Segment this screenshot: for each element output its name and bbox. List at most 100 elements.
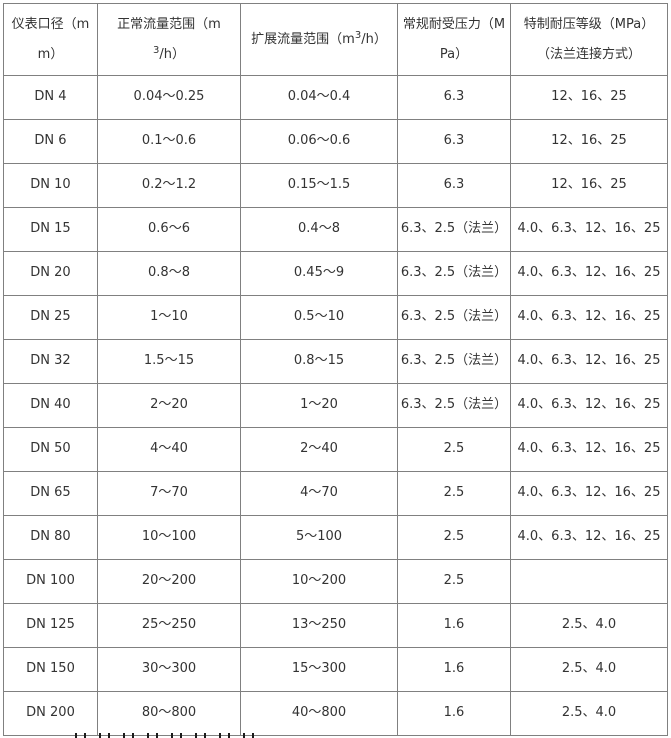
table-row: DN 20 0.8～8 0.45～9 6.3、2.5（法兰） 4.0、6.3、12、16… [3,251,668,296]
table-cell: 0.06～0.6 [240,119,398,164]
table-cell: 4.0、6.3、12、16、25 [510,427,668,472]
table-row: DN 200 80～800 40～800 1.6 2.5、4.0 [3,691,668,736]
table-cell: DN 200 [3,691,98,736]
table-cell: 1.5～15 [97,339,241,384]
table-cell: DN 32 [3,339,98,384]
header-extended-flow-prefix: 扩展流量范围（m [251,31,355,47]
header-pressure-rating: 常规耐受压力（MPa） [397,3,511,76]
table-cell: 0.2～1.2 [97,163,241,208]
table-cell: DN 15 [3,207,98,252]
header-normal-flow-prefix: 正常流量范围（m [117,16,221,32]
table-cell [510,559,668,604]
table-cell: 0.04～0.4 [240,75,398,120]
table-row: DN 125 25～250 13～250 1.6 2.5、4.0 [3,603,668,648]
table-cell: 0.8～8 [97,251,241,296]
table-cell: 12、16、25 [510,163,668,208]
table-cell: 4.0、6.3、12、16、25 [510,471,668,516]
header-normal-flow-range: 正常流量范围（m 3/h） [97,3,241,76]
table-cell: 0.4～8 [240,207,398,252]
table-cell: 2～40 [240,427,398,472]
table-cell: 30～300 [97,647,241,692]
header-normal-flow-suffix: /h） [159,46,185,62]
header-extended-flow-range: 扩展流量范围（m3/h） [240,3,398,76]
table-cell: 6.3、2.5（法兰） [397,339,511,384]
table-cell: 1～20 [240,383,398,428]
table-cell: 6.3 [397,163,511,208]
table-cell: 6.3 [397,119,511,164]
header-row: 仪表口径（mm） 正常流量范围（m3/h） 扩展流量范围（m3/h） 常规耐受压… [3,3,668,76]
table-cell: DN 4 [3,75,98,120]
table-cell: 2.5、4.0 [510,647,668,692]
table-cell: 1～10 [97,295,241,340]
table-cell: 4～70 [240,471,398,516]
table-cell: DN 40 [3,383,98,428]
table-cell: 0.1～0.6 [97,119,241,164]
table-cell: 40～800 [240,691,398,736]
table-cell: 2.5 [397,515,511,560]
table-row: DN 4 0.04～0.25 0.04～0.4 6.3 12、16、25 [3,75,668,120]
table-cell: 4.0、6.3、12、16、25 [510,383,668,428]
flowmeter-spec-table: 仪表口径（mm） 正常流量范围（m3/h） 扩展流量范围（m3/h） 常规耐受压… [3,3,668,736]
table-row: DN 50 4～40 2～40 2.5 4.0、6.3、12、16、25 [3,427,668,472]
table-cell: DN 100 [3,559,98,604]
header-diameter: 仪表口径（mm） [3,3,98,76]
table-cell: DN 65 [3,471,98,516]
table-cell: 4～40 [97,427,241,472]
table-cell: 12、16、25 [510,75,668,120]
table-cell: 1.6 [397,603,511,648]
table-cell: 13～250 [240,603,398,648]
table-cell: 5～100 [240,515,398,560]
table-cell: 0.15～1.5 [240,163,398,208]
table-cell: DN 150 [3,647,98,692]
table-cell: 4.0、6.3、12、16、25 [510,207,668,252]
table-cell: DN 25 [3,295,98,340]
table-body: DN 4 0.04～0.25 0.04～0.4 6.3 12、16、25 DN 6 0.1～… [3,75,668,736]
table-row: DN 65 7～70 4～70 2.5 4.0、6.3、12、16、25 [3,471,668,516]
table-cell: 0.6～6 [97,207,241,252]
table-cell: DN 125 [3,603,98,648]
table-cell: 1.6 [397,647,511,692]
table-cell: 0.45～9 [240,251,398,296]
table-cell: 4.0、6.3、12、16、25 [510,515,668,560]
table-cell: 4.0、6.3、12、16、25 [510,339,668,384]
header-normal-flow-superscript: 3 [153,44,160,56]
table-cell: 80～800 [97,691,241,736]
table-cell: 4.0、6.3、12、16、25 [510,295,668,340]
header-extended-flow-superscript: 3 [354,29,362,41]
table-cell: 2.5 [397,427,511,472]
table-cell: 20～200 [97,559,241,604]
table-cell: 10～100 [97,515,241,560]
table-cell: 10～200 [240,559,398,604]
table-cell: DN 80 [3,515,98,560]
table-cell: 6.3、2.5（法兰） [397,383,511,428]
table-cell: 15～300 [240,647,398,692]
table-cell: 6.3、2.5（法兰） [397,207,511,252]
table-cell: 6.3、2.5（法兰） [397,295,511,340]
table-cell: DN 6 [3,119,98,164]
table-cell: 6.3 [397,75,511,120]
table-row: DN 40 2～20 1～20 6.3、2.5（法兰） 4.0、6.3、12、16、25 [3,383,668,428]
table-cell: 7～70 [97,471,241,516]
table-cell: 12、16、25 [510,119,668,164]
table-cell: 6.3、2.5（法兰） [397,251,511,296]
table-cell: 2.5 [397,559,511,604]
table-cell: 2～20 [97,383,241,428]
table-cell: DN 20 [3,251,98,296]
table-cell: 0.04～0.25 [97,75,241,120]
table-row: DN 32 1.5～15 0.8～15 6.3、2.5（法兰） 4.0、6.3、12、1… [3,339,668,384]
table-cell: 2.5、4.0 [510,691,668,736]
clipped-text-fragment [75,731,265,738]
table-cell: 0.8～15 [240,339,398,384]
header-extended-flow-suffix: /h） [361,31,387,47]
table-row: DN 150 30～300 15～300 1.6 2.5、4.0 [3,647,668,692]
table-cell: DN 10 [3,163,98,208]
table-row: DN 10 0.2～1.2 0.15～1.5 6.3 12、16、25 [3,163,668,208]
table-row: DN 100 20～200 10～200 2.5 [3,559,668,604]
table-cell: DN 50 [3,427,98,472]
table-row: DN 15 0.6～6 0.4～8 6.3、2.5（法兰） 4.0、6.3、12、16、… [3,207,668,252]
table-header: 仪表口径（mm） 正常流量范围（m3/h） 扩展流量范围（m3/h） 常规耐受压… [3,3,668,76]
table-row: DN 6 0.1～0.6 0.06～0.6 6.3 12、16、25 [3,119,668,164]
table-cell: 25～250 [97,603,241,648]
table-cell: 1.6 [397,691,511,736]
table-cell: 2.5、4.0 [510,603,668,648]
